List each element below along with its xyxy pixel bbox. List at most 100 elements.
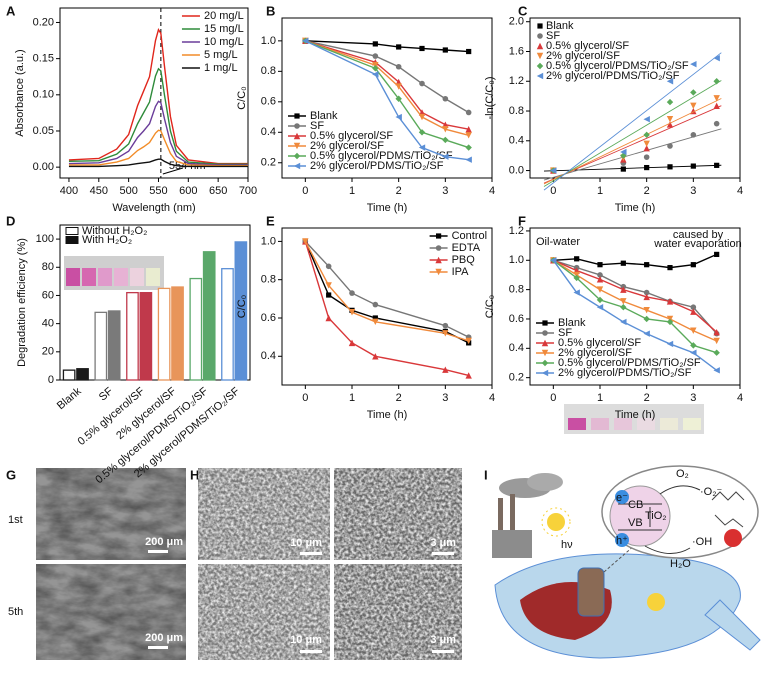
legend-label: 0.5% glycerol/SF — [310, 130, 393, 142]
schematic-label: ·O₂⁻ — [700, 486, 722, 498]
marker — [302, 238, 309, 245]
y-tick-label: 0.6 — [261, 96, 276, 108]
marker — [643, 315, 650, 323]
marker — [620, 260, 626, 266]
legend-marker — [436, 233, 442, 239]
marker — [573, 289, 580, 296]
marker — [442, 47, 448, 53]
legend-marker — [435, 245, 442, 251]
y-tick-label: 80 — [42, 261, 54, 273]
legend-marker — [536, 72, 544, 80]
marker — [643, 330, 650, 337]
bar — [126, 291, 139, 381]
y-tick-label: 2.0 — [509, 16, 524, 28]
series-line — [304, 241, 469, 377]
marker — [442, 126, 449, 133]
panel-letter: C — [518, 3, 528, 18]
marker — [550, 167, 557, 174]
legend-marker — [536, 42, 544, 50]
marker — [395, 63, 402, 70]
marker — [465, 337, 472, 345]
legend-label: IPA — [452, 266, 470, 278]
x-tick-label: 400 — [60, 185, 78, 197]
y-axis-label: C/C₀ — [484, 295, 496, 319]
series-line — [552, 259, 718, 371]
bar — [221, 268, 234, 381]
x-tick-label: 600 — [179, 185, 197, 197]
panel-letter: H — [190, 467, 199, 482]
schematic-label: e⁻ — [616, 492, 628, 504]
bar — [62, 369, 76, 381]
x-tick-label: Blank — [55, 385, 84, 412]
x-tick-label: 1 — [597, 185, 603, 197]
legend-label: SF — [546, 30, 560, 42]
legend-marker — [542, 320, 548, 326]
x-tick-label: 1 — [597, 392, 603, 404]
y-tick-label: 40 — [42, 318, 54, 330]
marker — [643, 293, 650, 301]
marker — [465, 126, 472, 133]
y-tick-label: 1.0 — [509, 254, 524, 266]
series-line — [305, 40, 470, 114]
y-tick-label: 1.2 — [509, 75, 524, 87]
legend-label: 2% glycerol/SF — [310, 140, 384, 152]
legend-label: 0.5% glycerol/SF — [558, 337, 641, 349]
marker — [620, 304, 627, 311]
marker — [465, 372, 472, 379]
legend-label: Without H₂O₂ — [82, 225, 147, 237]
legend-label: 5 mg/L — [204, 49, 238, 61]
marker — [620, 318, 627, 326]
marker — [690, 89, 697, 96]
legend-label: Blank — [546, 20, 574, 32]
marker — [643, 131, 650, 139]
y-axis-label: -ln(C/C₀) — [484, 76, 496, 119]
marker — [372, 315, 378, 321]
panel-letter: E — [266, 213, 275, 228]
y-tick-label: 0.6 — [509, 313, 524, 325]
marker — [372, 53, 379, 59]
scale-bar-label: 3 μm — [430, 634, 456, 646]
series-line — [68, 67, 248, 165]
schematic-label: CB — [628, 499, 643, 511]
legend-marker — [435, 268, 442, 276]
note: water evaporation — [653, 238, 741, 250]
series-line — [68, 158, 248, 168]
bar — [189, 277, 203, 381]
legend-label: 0.5% glycerol/PDMS/TiO₂/SF — [546, 60, 689, 72]
y-tick-label: 0.8 — [261, 274, 276, 286]
x-tick-label: 2 — [644, 185, 650, 197]
marker — [643, 140, 650, 147]
x-tick-label: 2 — [396, 185, 402, 197]
panel-letter: G — [6, 467, 16, 482]
legend-marker — [294, 123, 300, 129]
panel-letter: D — [6, 213, 15, 228]
marker — [372, 301, 379, 308]
y-tick-label: 0.8 — [261, 65, 276, 77]
series-line — [68, 129, 248, 167]
legend-label: 1 mg/L — [204, 62, 238, 74]
x-tick-label: 0 — [550, 392, 556, 404]
series-line — [305, 40, 469, 130]
marker — [465, 109, 472, 116]
legend-label: 2% glycerol/PDMS/TiO₂/SF — [546, 70, 680, 82]
marker — [574, 256, 580, 262]
marker — [372, 353, 379, 360]
series-line — [68, 28, 248, 165]
legend-label: SF — [558, 327, 572, 339]
y-tick-label: 0.6 — [261, 312, 276, 324]
schematic-label: TiO₂ — [645, 510, 667, 522]
legend-label: Blank — [310, 110, 338, 122]
marker — [713, 102, 720, 110]
panel-letter: F — [518, 213, 526, 228]
marker — [690, 349, 697, 356]
bar — [139, 291, 153, 381]
legend-marker — [536, 52, 544, 60]
legend-marker — [541, 349, 549, 357]
scale-bar-label: 10 μm — [290, 537, 322, 549]
legend-marker — [293, 132, 301, 140]
marker — [372, 41, 378, 47]
plot-frame — [529, 17, 741, 179]
marker — [442, 366, 449, 373]
marker — [666, 116, 674, 123]
marker — [690, 132, 697, 138]
